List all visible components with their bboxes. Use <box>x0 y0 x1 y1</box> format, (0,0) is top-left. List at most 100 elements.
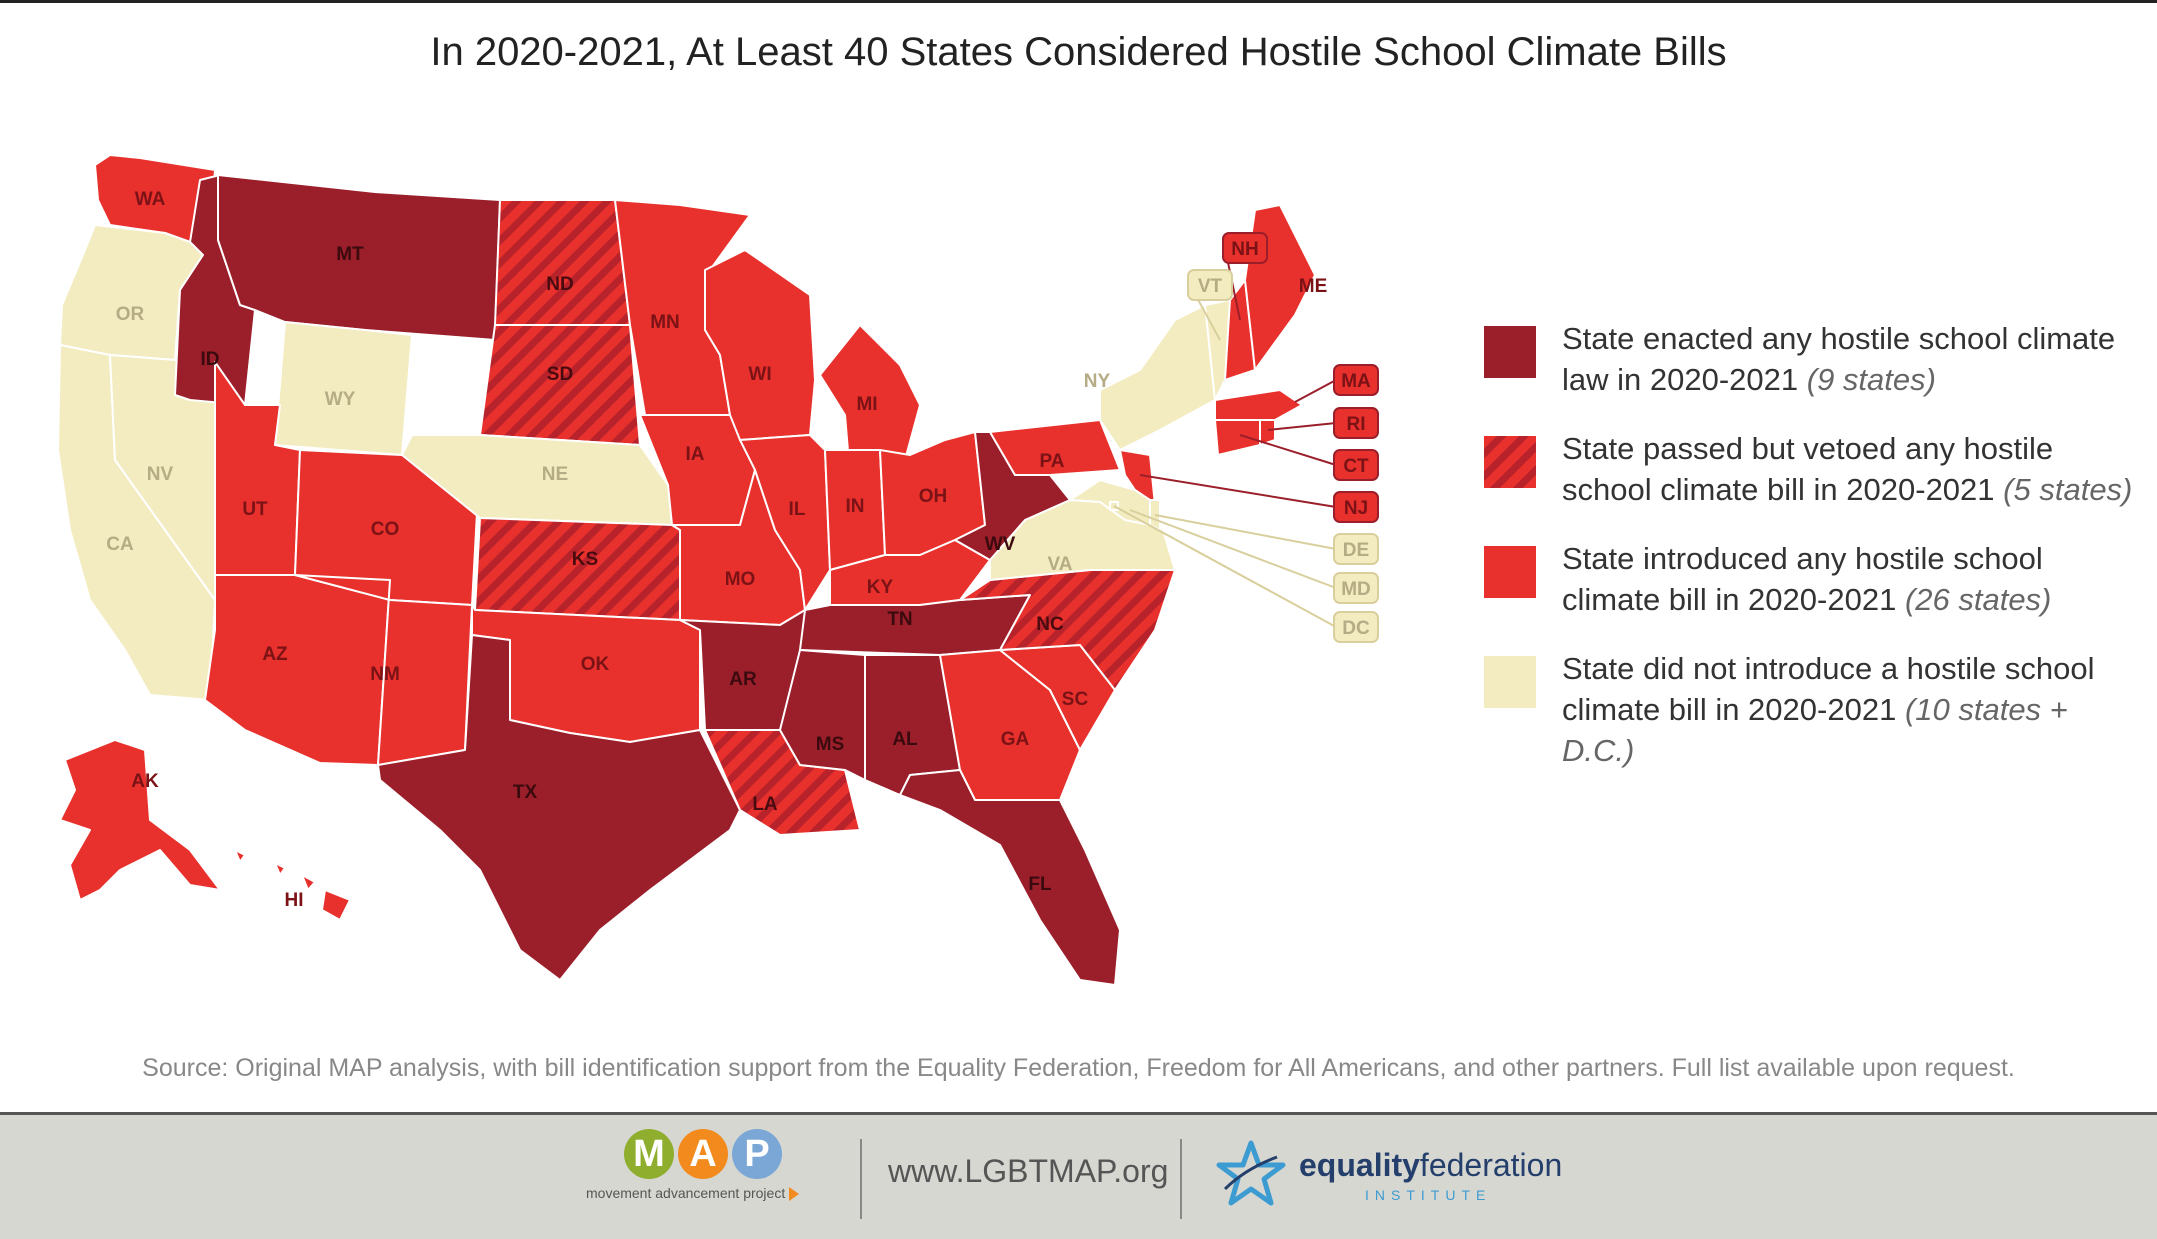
state-label-pa: PA <box>1040 451 1065 472</box>
state-label-tn: TN <box>887 609 912 630</box>
state-pa <box>989 419 1121 476</box>
legend-line2: law in 2020-2021 <box>1562 362 1799 397</box>
legend-item-vetoed: State passed but vetoed any hostile schoo… <box>1484 428 2132 538</box>
eq-name-rest: federation <box>1419 1147 1563 1183</box>
callout-box-ri <box>1333 407 1379 439</box>
legend-swatch-introduced <box>1484 546 1536 598</box>
eq-institute: INSTITUTE <box>1365 1187 1492 1203</box>
legend-line2: school climate bill in 2020-2021 <box>1562 472 1995 507</box>
state-label-ma: MA <box>1341 371 1371 392</box>
state-label-ut: UT <box>242 499 268 520</box>
top-border <box>0 0 2157 3</box>
callout-box-ma <box>1333 364 1379 396</box>
legend-count: (5 states) <box>2003 472 2133 507</box>
callout-box-dc <box>1333 611 1379 643</box>
us-map: WA OR CA NV ID MT WY UT AZ CO NM ND SD NE KS OK TX MN IA MO… <box>57 154 1379 986</box>
legend-line2: climate bill in 2020-2021 <box>1562 582 1897 617</box>
state-label-ri: RI <box>1347 414 1366 435</box>
state-label-sd: SD <box>547 364 573 385</box>
star-icon <box>1216 1140 1286 1206</box>
equality-federation-logo[interactable]: equalityfederation INSTITUTE <box>1215 1139 1562 1214</box>
eq-name-bold: equality <box>1299 1147 1420 1183</box>
state-label-md: MD <box>1341 579 1371 600</box>
legend-item-introduced: State introduced any hostile school clima… <box>1484 538 2124 648</box>
state-ct <box>1214 419 1261 456</box>
state-label-il: IL <box>789 499 806 520</box>
state-label-ct: CT <box>1343 456 1369 477</box>
footer: M A P movement advancement project www.L… <box>0 1112 2157 1239</box>
state-label-ar: AR <box>729 669 757 690</box>
state-label-ca: CA <box>106 534 134 555</box>
state-label-ak: AK <box>131 771 159 792</box>
state-ny <box>1099 304 1216 451</box>
state-label-nh: NH <box>1231 239 1258 260</box>
callout-box-vt <box>1187 269 1233 301</box>
state-label-ne: NE <box>542 464 568 485</box>
source-note: Source: Original MAP analysis, with bill… <box>142 1054 2015 1082</box>
state-label-wy: WY <box>325 389 356 410</box>
state-label-nv: NV <box>147 464 174 485</box>
legend-count: (26 states) <box>1904 582 2052 617</box>
state-tx <box>377 634 741 981</box>
callout-box-nj <box>1333 491 1379 523</box>
state-ri <box>1259 419 1276 446</box>
legend-count: (9 states) <box>1806 362 1936 397</box>
state-label-nc: NC <box>1036 614 1064 635</box>
callout-box-de <box>1333 533 1379 565</box>
state-label-tx: TX <box>513 782 538 803</box>
state-label-mt: MT <box>336 244 364 265</box>
state-label-oh: OH <box>919 486 948 507</box>
legend-line1: State passed but vetoed any hostile <box>1562 431 2054 466</box>
state-label-ms: MS <box>816 734 845 755</box>
state-fl <box>899 769 1121 986</box>
state-az <box>204 574 391 766</box>
state-mi <box>819 324 921 476</box>
arrow-icon <box>789 1187 800 1202</box>
state-label-mo: MO <box>725 569 756 590</box>
leader-line-ma <box>1294 379 1337 403</box>
map-letter-p: P <box>732 1129 782 1179</box>
state-label-or: OR <box>116 304 145 325</box>
state-label-nm: NM <box>370 664 400 685</box>
map-letter-m: M <box>624 1129 674 1179</box>
state-sd <box>479 324 641 446</box>
legend: State enacted any hostile school climate… <box>1484 318 2132 768</box>
state-label-fl: FL <box>1028 874 1052 895</box>
state-label-id: ID <box>201 349 220 370</box>
state-label-in: IN <box>846 496 865 517</box>
page-title: In 2020-2021, At Least 40 States Conside… <box>430 30 1727 74</box>
map-logo[interactable]: M A P movement advancement project <box>586 1129 830 1202</box>
legend-item-enacted: State enacted any hostile school climate… <box>1484 318 2124 428</box>
legend-line1: State introduced any hostile school <box>1562 541 2043 576</box>
legend-item-none: State did not introduce a hostile school… <box>1484 648 2124 768</box>
legend-line2: climate bill in 2020-2021 <box>1562 692 1897 727</box>
footer-divider <box>1180 1139 1182 1219</box>
legend-count: (10 states + D.C.) <box>1562 692 2068 768</box>
state-label-az: AZ <box>262 644 288 665</box>
legend-swatch-enacted <box>1484 326 1536 378</box>
state-ak <box>59 739 221 901</box>
leader-line-ct <box>1239 434 1337 466</box>
leader-line-de <box>1154 514 1337 550</box>
state-label-ks: KS <box>572 549 598 570</box>
state-label-wa: WA <box>135 189 166 210</box>
state-nd <box>494 199 631 326</box>
map-letter-a: A <box>678 1129 728 1179</box>
state-ma <box>1214 389 1303 421</box>
legend-swatch-none <box>1484 656 1536 708</box>
state-label-dc: DC <box>1342 618 1370 639</box>
leader-line-ri <box>1267 422 1337 431</box>
legend-line1: State did not introduce a hostile school <box>1562 651 2095 686</box>
state-label-hi: HI <box>285 890 304 911</box>
map-tagline: movement advancement project <box>586 1185 786 1201</box>
state-label-mn: MN <box>650 312 680 333</box>
state-tn <box>799 594 1031 656</box>
callout-box-nh <box>1222 232 1268 264</box>
leader-line-md <box>1129 509 1337 589</box>
state-label-ok: OK <box>581 654 610 675</box>
website-link[interactable]: www.LGBTMAP.org <box>888 1153 1169 1189</box>
legend-line1: State enacted any hostile school climate <box>1562 321 2116 356</box>
state-label-de: DE <box>1343 540 1369 561</box>
state-label-co: CO <box>371 519 400 540</box>
callout-box-ct <box>1333 449 1379 481</box>
